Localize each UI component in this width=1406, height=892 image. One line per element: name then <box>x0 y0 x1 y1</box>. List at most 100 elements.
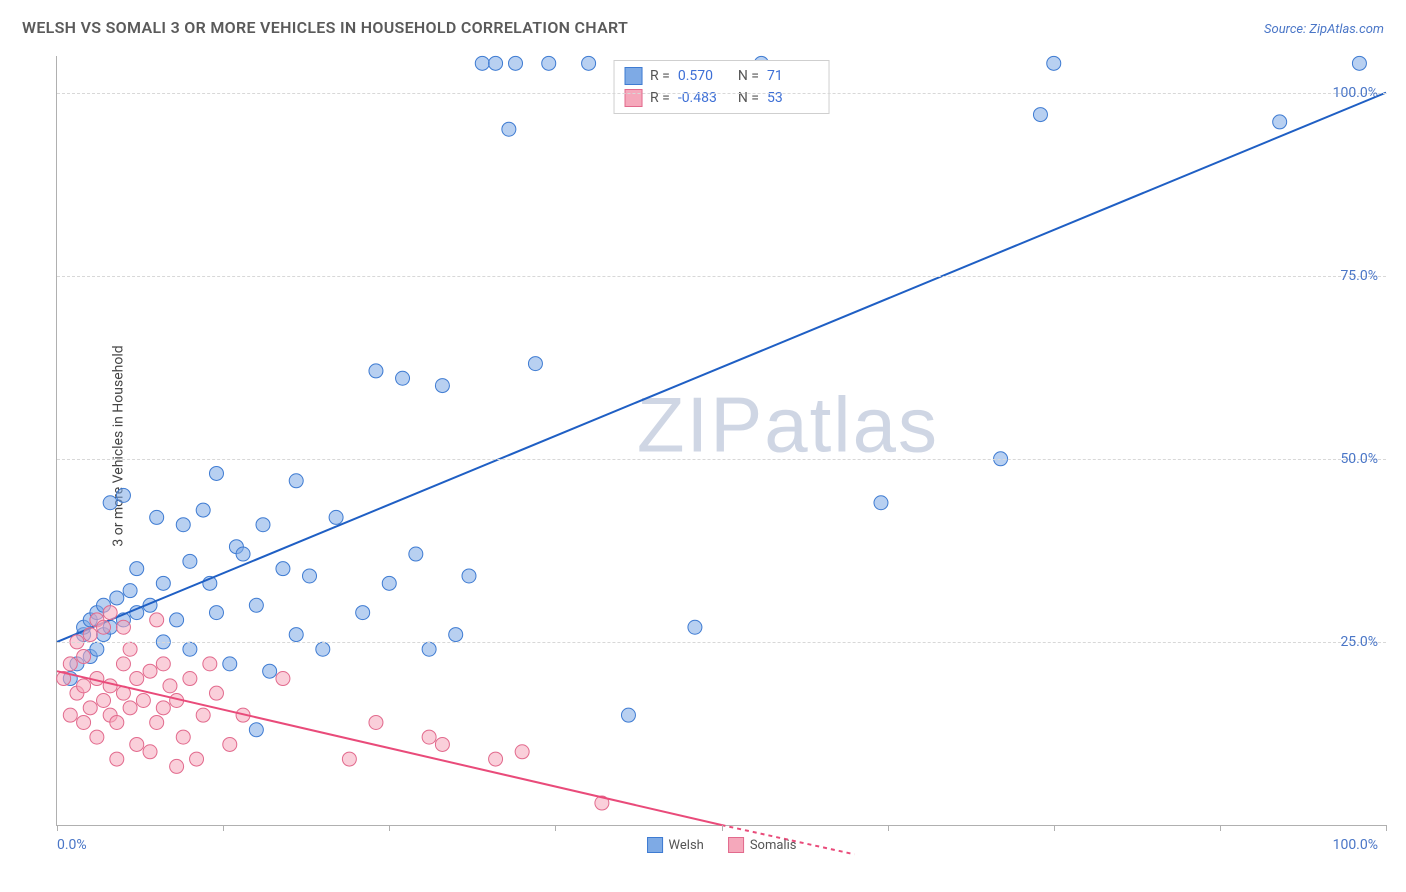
stat-n-label: N = <box>738 68 759 84</box>
data-point-welsh <box>475 56 489 70</box>
data-point-welsh <box>435 379 449 393</box>
y-tick-label: 50.0% <box>1340 451 1378 467</box>
stats-legend-box: R = 0.570 N = 71 R = -0.483 N = 53 <box>613 60 830 114</box>
data-point-somalis <box>435 737 449 751</box>
data-point-welsh <box>422 642 436 656</box>
y-tick-label: 25.0% <box>1340 634 1378 650</box>
chart-title: WELSH VS SOMALI 3 OR MORE VEHICLES IN HO… <box>22 18 628 37</box>
data-point-welsh <box>462 569 476 583</box>
data-point-welsh <box>542 56 556 70</box>
data-point-somalis <box>203 657 217 671</box>
data-point-welsh <box>874 496 888 510</box>
data-point-somalis <box>77 650 91 664</box>
data-point-somalis <box>196 708 210 722</box>
legend-label: Somalis <box>750 838 797 853</box>
x-tick <box>888 825 889 831</box>
data-point-welsh <box>116 488 130 502</box>
data-point-somalis <box>63 657 77 671</box>
data-point-somalis <box>83 701 97 715</box>
data-point-somalis <box>342 752 356 766</box>
data-point-somalis <box>116 620 130 634</box>
data-point-welsh <box>1033 108 1047 122</box>
data-point-somalis <box>97 693 111 707</box>
source-link[interactable]: Source: ZipAtlas.com <box>1264 22 1384 37</box>
data-point-welsh <box>249 723 263 737</box>
legend-label: Welsh <box>669 838 704 853</box>
data-point-somalis <box>422 730 436 744</box>
data-point-welsh <box>509 56 523 70</box>
data-point-welsh <box>303 569 317 583</box>
data-point-welsh <box>249 598 263 612</box>
legend-swatch-somalis <box>728 837 744 853</box>
data-point-welsh <box>289 474 303 488</box>
data-point-welsh <box>409 547 423 561</box>
data-point-welsh <box>289 628 303 642</box>
data-point-somalis <box>190 752 204 766</box>
data-point-somalis <box>276 672 290 686</box>
data-point-welsh <box>356 606 370 620</box>
data-point-somalis <box>170 759 184 773</box>
data-point-somalis <box>136 693 150 707</box>
data-point-welsh <box>170 613 184 627</box>
data-point-welsh <box>263 664 277 678</box>
data-point-somalis <box>123 642 137 656</box>
x-tick <box>1386 825 1387 831</box>
grid-line <box>57 459 1386 460</box>
data-point-somalis <box>130 672 144 686</box>
data-point-welsh <box>196 503 210 517</box>
data-point-somalis <box>176 730 190 744</box>
data-point-welsh <box>183 642 197 656</box>
data-point-somalis <box>209 686 223 700</box>
data-point-welsh <box>256 518 270 532</box>
data-point-somalis <box>369 715 383 729</box>
x-tick <box>1220 825 1221 831</box>
data-point-welsh <box>582 56 596 70</box>
data-point-welsh <box>1047 56 1061 70</box>
data-point-welsh <box>156 576 170 590</box>
data-point-welsh <box>369 364 383 378</box>
trend-line-welsh <box>57 93 1386 642</box>
stat-row-somalis: R = -0.483 N = 53 <box>624 87 819 109</box>
stat-row-welsh: R = 0.570 N = 71 <box>624 65 819 87</box>
data-point-welsh <box>1352 56 1366 70</box>
data-point-somalis <box>123 701 137 715</box>
data-point-welsh <box>110 591 124 605</box>
data-point-welsh <box>209 466 223 480</box>
data-point-somalis <box>103 679 117 693</box>
data-point-welsh <box>103 496 117 510</box>
y-tick-label: 100.0% <box>1333 85 1378 101</box>
data-point-welsh <box>223 657 237 671</box>
data-point-somalis <box>150 613 164 627</box>
data-point-somalis <box>183 672 197 686</box>
legend-item-welsh: Welsh <box>647 837 704 853</box>
data-point-welsh <box>1273 115 1287 129</box>
data-point-welsh <box>276 562 290 576</box>
data-point-welsh <box>123 584 137 598</box>
x-axis-max-label: 100.0% <box>1333 837 1378 853</box>
data-point-welsh <box>382 576 396 590</box>
data-point-welsh <box>176 518 190 532</box>
data-point-somalis <box>143 745 157 759</box>
data-point-welsh <box>316 642 330 656</box>
data-point-welsh <box>449 628 463 642</box>
data-point-somalis <box>116 657 130 671</box>
grid-line <box>57 93 1386 94</box>
x-tick <box>1054 825 1055 831</box>
data-point-somalis <box>63 708 77 722</box>
data-point-somalis <box>150 715 164 729</box>
stat-n-value: 71 <box>767 68 819 84</box>
data-point-welsh <box>209 606 223 620</box>
grid-line <box>57 276 1386 277</box>
data-point-somalis <box>143 664 157 678</box>
data-point-somalis <box>97 620 111 634</box>
y-tick-label: 75.0% <box>1340 268 1378 284</box>
data-point-welsh <box>90 642 104 656</box>
data-point-somalis <box>130 737 144 751</box>
x-tick <box>223 825 224 831</box>
data-point-somalis <box>110 752 124 766</box>
chart-svg <box>57 56 1386 825</box>
stat-r-label: R = <box>650 68 670 84</box>
data-point-somalis <box>77 679 91 693</box>
data-point-welsh <box>150 510 164 524</box>
trend-line-somalis <box>57 671 722 825</box>
